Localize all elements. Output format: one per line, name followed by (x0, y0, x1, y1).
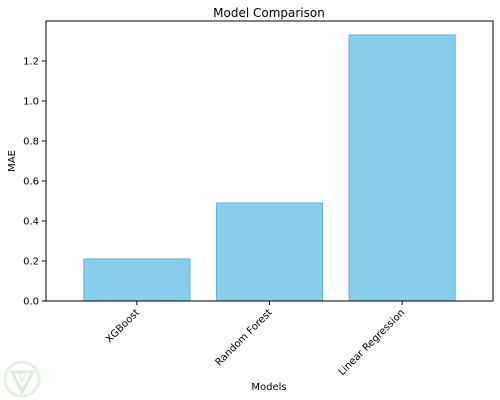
bar-random-forest (215, 202, 324, 302)
x-axis: XGBoost Random Forest Linear Regression (104, 301, 407, 378)
bar-linear-regression (348, 34, 456, 302)
y-axis: 0.0 0.2 0.4 0.6 0.8 1.0 1.2 (23, 57, 46, 308)
y-tick-label: 0.8 (23, 137, 39, 148)
y-axis-label: MAE (7, 150, 18, 172)
x-tick-label: XGBoost (104, 307, 142, 345)
chart-title: Model Comparison (213, 6, 325, 20)
plot-area (83, 34, 456, 302)
y-tick-label: 0.6 (23, 177, 39, 188)
y-tick-label: 0.2 (23, 257, 39, 268)
watermark-logo-icon (3, 360, 41, 398)
y-tick-label: 0.0 (23, 297, 39, 308)
y-tick-label: 1.0 (23, 97, 39, 108)
x-tick-label: Random Forest (214, 307, 275, 368)
bar-xgboost (83, 258, 191, 302)
x-axis-label: Models (251, 382, 286, 393)
x-tick-label: Linear Regression (337, 307, 408, 378)
y-tick-label: 0.4 (23, 217, 39, 228)
y-tick-label: 1.2 (23, 57, 39, 68)
